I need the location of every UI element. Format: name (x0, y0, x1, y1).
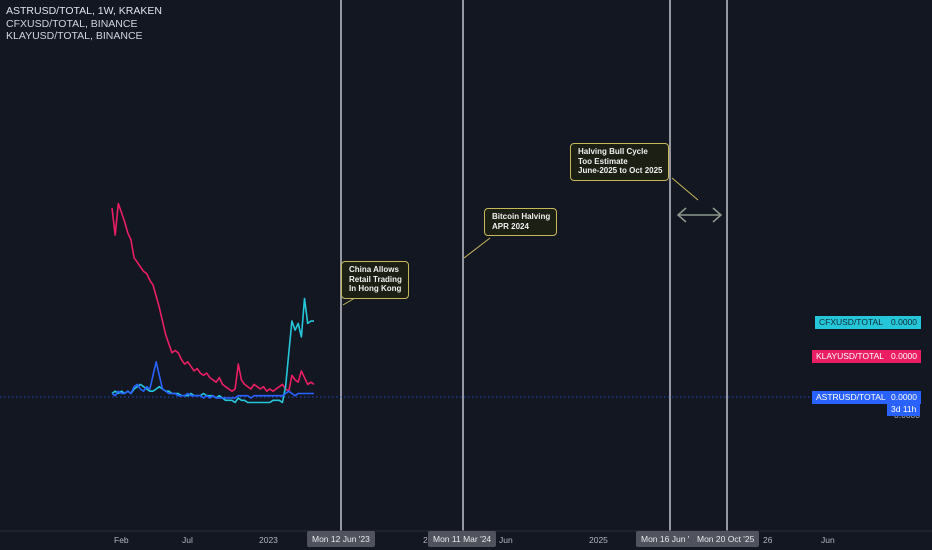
x-tick-2023: 2023 (259, 535, 278, 545)
x-tick-feb: Feb (114, 535, 129, 545)
legend-klay-symbol[interactable]: KLAYUSD/TOTAL, BINANCE (6, 30, 143, 42)
chart-legend: ASTRUSD/TOTAL, 1W, KRAKEN CFXUSD/TOTAL, … (6, 5, 162, 43)
date-tag-jun-2025[interactable]: Mon 16 Jun ' (636, 531, 695, 547)
halving-callout-pointer (463, 237, 491, 259)
x-tick-jun-2026: Jun (821, 535, 835, 545)
bull-line-1: Halving Bull Cycle (578, 147, 648, 156)
x-tick-2025: 2025 (589, 535, 608, 545)
legend-cfx-symbol[interactable]: CFXUSD/TOTAL, BINANCE (6, 17, 138, 30)
x-tick-jun: Jun (499, 535, 513, 545)
halving-callout[interactable]: Bitcoin Halving APR 2024 (484, 208, 558, 236)
x-tick-26: 26 (763, 535, 773, 545)
series-line-astrusd-total[interactable] (111, 360, 314, 399)
cfx-price-value: 0.0000 (887, 316, 921, 329)
bull-line-3: June-2025 to Oct 2025 (578, 166, 663, 175)
china-line-1: China Allows (349, 265, 399, 274)
astr-countdown: 3d 11h (887, 403, 921, 416)
astr-price-value: 0.0000 (887, 391, 921, 404)
date-tag-mar-2024[interactable]: Mon 11 Mar '24 (428, 531, 497, 547)
klay-price-value: 0.0000 (887, 350, 921, 363)
date-tag-jun-2023[interactable]: Mon 12 Jun '23 (307, 531, 375, 547)
bull-callout[interactable]: Halving Bull Cycle Too Estimate June-202… (570, 143, 670, 181)
halving-line-1: Bitcoin Halving (492, 212, 551, 221)
china-callout[interactable]: China Allows Retail Trading In Hong Kong (341, 261, 409, 299)
series-line-klayusd-total[interactable] (111, 202, 315, 393)
double-arrow-icon[interactable] (676, 207, 723, 223)
klay-price-label[interactable]: KLAYUSD/TOTAL (812, 350, 889, 363)
x-tick-jul: Jul (182, 535, 193, 545)
halving-line-2: APR 2024 (492, 221, 529, 231)
legend-main-symbol[interactable]: ASTRUSD/TOTAL, 1W, KRAKEN (6, 5, 162, 17)
china-line-2: Retail Trading (349, 274, 402, 284)
bull-callout-pointer (671, 177, 699, 201)
bull-line-2: Too Estimate (578, 156, 628, 166)
x-tick-20: 20 (423, 535, 432, 545)
series-layer (111, 202, 315, 404)
cfx-price-label[interactable]: CFXUSD/TOTAL (815, 316, 887, 329)
china-line-3: In Hong Kong (349, 284, 402, 293)
astr-price-label[interactable]: ASTRUSD/TOTAL (812, 391, 890, 404)
date-tag-oct-2025[interactable]: Mon 20 Oct '25 (692, 531, 760, 547)
